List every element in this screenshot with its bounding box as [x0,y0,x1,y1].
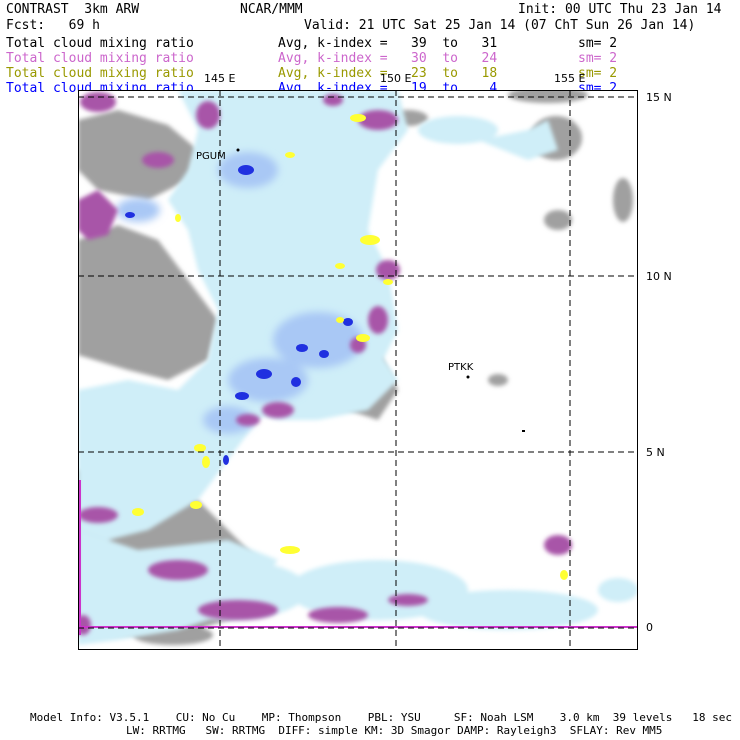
lat-label-15n: 15 N [646,91,672,104]
legend-range-3: Avg, k-index = 23 to 18 [278,66,498,81]
lat-label-equator: 0 [646,621,653,634]
footer-model-info: Model Info: V3.5.1 CU: No Cu MP: Thompso… [30,711,732,724]
model-title: CONTRAST 3km ARW [6,2,140,17]
lon-label-155e: 155 E [554,72,586,85]
station-marker-pgum [236,148,240,152]
deep-blue-cloud-layer [125,165,353,465]
legend-sm-1: sm= 2 [578,36,618,51]
forecast-hour: Fcst: 69 h [6,18,100,33]
lon-label-150e: 150 E [380,72,412,85]
legend-field-2: Total cloud mixing ratio [6,51,194,66]
legend-range-2: Avg, k-index = 30 to 24 [278,51,498,66]
legend-range-1: Avg, k-index = 39 to 31 [278,36,498,51]
footer-physics-info: LW: RRTMG SW: RRTMG DIFF: simple KM: 3D … [126,724,663,737]
valid-time: Valid: 21 UTC Sat 25 Jan 14 (07 ChT Sun … [304,18,696,33]
legend-field-1: Total cloud mixing ratio [6,36,194,51]
lat-label-10n: 10 N [646,270,672,283]
station-label-ptkk: PTKK [448,362,474,373]
init-time: Init: 00 UTC Thu 23 Jan 14 [518,2,722,17]
legend-sm-2: sm= 2 [578,51,618,66]
station-label-pgum: PGUM [196,151,226,162]
legend-field-3: Total cloud mixing ratio [6,66,194,81]
island-marker [522,430,525,432]
lon-label-145e: 145 E [204,72,236,85]
magenta-cloud-layer [78,92,572,635]
yellow-cloud-layer [132,114,568,580]
cloud-map [78,90,638,650]
map-frame [78,90,638,650]
lat-lon-grid [78,90,638,650]
lat-label-5n: 5 N [646,446,665,459]
station-marker-ptkk [466,375,470,379]
legend-sm-3: sm= 2 [578,66,618,81]
organization: NCAR/MMM [240,2,303,17]
